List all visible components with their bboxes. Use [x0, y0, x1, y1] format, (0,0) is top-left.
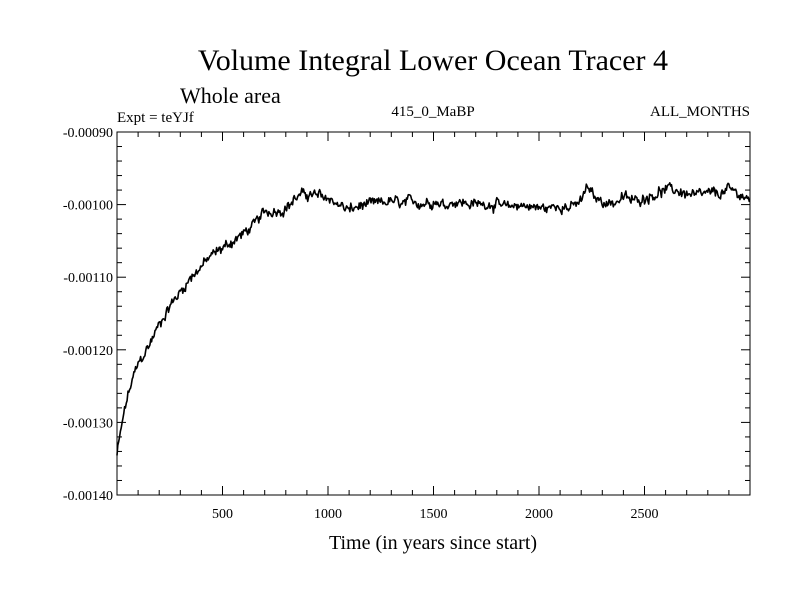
plot-frame: [116, 131, 751, 496]
series-line: [116, 182, 751, 456]
y-tick-label: -0.00130: [63, 416, 113, 431]
months-label: ALL_MONTHS: [650, 104, 750, 120]
plot-area: -0.00090 -0.00100 -0.00110 -0.00120 -0.00130…: [63, 126, 751, 522]
x-axis-label: Time (in years since start): [329, 532, 537, 554]
y-tick-label: -0.00100: [63, 199, 113, 214]
chart-title: Volume Integral Lower Ocean Tracer 4: [198, 44, 668, 77]
x-tick-label: 2000: [525, 507, 553, 522]
x-tick-label: 2500: [631, 507, 659, 522]
x-tick-label: 1500: [420, 507, 448, 522]
x-tick-label: 1000: [314, 507, 342, 522]
y-tick-label: -0.00110: [63, 271, 113, 286]
y-tick-label: -0.00140: [63, 489, 113, 504]
experiment-label: Expt = teYJf: [117, 110, 194, 126]
chart-subtitle: Whole area: [180, 83, 281, 108]
y-tick-label: -0.00120: [63, 344, 113, 359]
x-tick-label: 500: [212, 507, 233, 522]
y-tick-label: -0.00090: [63, 126, 113, 141]
period-label: 415_0_MaBP: [391, 104, 474, 120]
